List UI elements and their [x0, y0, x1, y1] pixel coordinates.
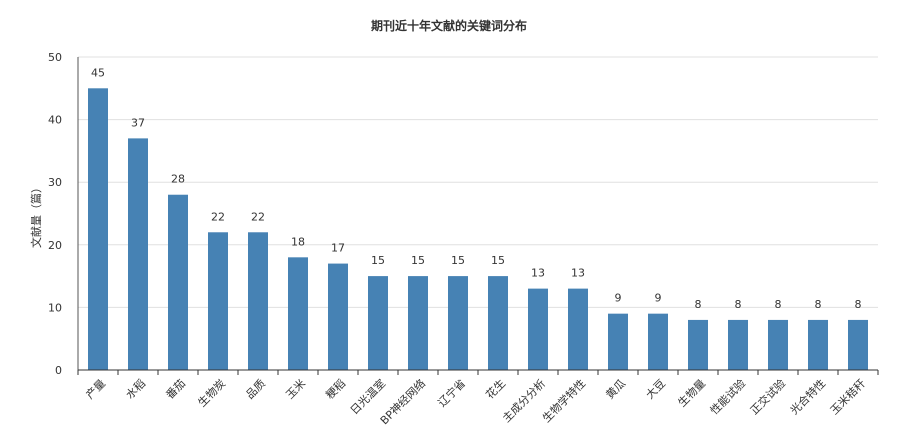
bar [208, 232, 228, 370]
bar-value-label: 9 [615, 292, 622, 305]
bar-value-label: 8 [695, 298, 702, 311]
bar [248, 232, 268, 370]
x-category-label: 产量 [83, 376, 108, 401]
bar [488, 276, 508, 370]
bar-value-label: 8 [775, 298, 782, 311]
bar [368, 276, 388, 370]
bar-value-label: 15 [411, 254, 425, 267]
x-category-label: 光合特性 [787, 376, 828, 417]
bar [88, 88, 108, 371]
bar-value-label: 8 [815, 298, 822, 311]
bar [688, 319, 708, 370]
bar-value-label: 9 [655, 292, 662, 305]
x-category-label: 水稻 [123, 377, 148, 402]
bar [408, 276, 428, 370]
bar-value-label: 45 [91, 66, 105, 79]
bar-value-label: 22 [251, 210, 265, 223]
bar [728, 319, 748, 370]
bar [168, 194, 188, 370]
bar [768, 319, 788, 370]
y-axis-label: 文献量（篇） [29, 182, 43, 248]
bar-value-label: 17 [331, 242, 345, 255]
y-tick-label: 30 [48, 176, 62, 189]
y-tick-label: 40 [48, 114, 62, 127]
bar-value-label: 13 [531, 267, 545, 280]
y-tick-label: 10 [48, 301, 62, 314]
bar-value-label: 8 [855, 298, 862, 311]
bar-value-label: 15 [451, 254, 465, 267]
x-category-label: 粳稻 [323, 376, 348, 401]
bar [288, 257, 308, 370]
bars: 45 37 28 22 22 18 17 15 15 15 15 13 13 9 9 8 8 8 8 8 [88, 66, 868, 371]
bar [808, 319, 828, 370]
bar [448, 276, 468, 370]
bar-value-label: 8 [735, 298, 742, 311]
bar [848, 319, 868, 370]
y-tick-label: 0 [55, 364, 62, 377]
x-category-label: 黄瓜 [603, 376, 628, 401]
bar [328, 263, 348, 370]
bar [608, 313, 628, 370]
bar-value-label: 22 [211, 210, 225, 223]
bar [648, 313, 668, 370]
bar-value-label: 28 [171, 173, 185, 186]
bar-value-label: 13 [571, 267, 585, 280]
x-category-label: 正交试验 [747, 376, 788, 417]
bar-value-label: 18 [291, 235, 305, 248]
x-category-label: 生物量 [675, 376, 708, 409]
x-category-label: 日光温室 [347, 376, 388, 417]
x-category-label: 玉米 [283, 377, 308, 402]
gridlines [78, 56, 878, 308]
chart-title: 期刊近十年文献的关键词分布 [371, 18, 527, 33]
x-category-label: 大豆 [643, 376, 668, 401]
x-category-label: 番茄 [163, 376, 188, 401]
bar [128, 138, 148, 370]
x-category-label: 玉米秸秆 [828, 377, 868, 417]
x-category-label: 性能试验 [707, 376, 748, 417]
x-category-label: 生物炭 [195, 376, 228, 409]
x-category-label: 花生 [483, 376, 508, 401]
bar-value-label: 15 [491, 254, 505, 267]
y-tick-label: 50 [48, 51, 62, 64]
x-category-label: 生物学特性 [539, 376, 588, 425]
y-tick-label: 20 [48, 239, 62, 252]
bar [568, 288, 588, 370]
x-category-label: 品质 [243, 377, 268, 402]
x-category-label: 辽宁省 [435, 376, 468, 409]
bar [528, 288, 548, 370]
bar-value-label: 15 [371, 254, 385, 267]
y-axis: 0 10 20 30 40 50 [48, 51, 79, 377]
bar-value-label: 37 [131, 116, 145, 129]
